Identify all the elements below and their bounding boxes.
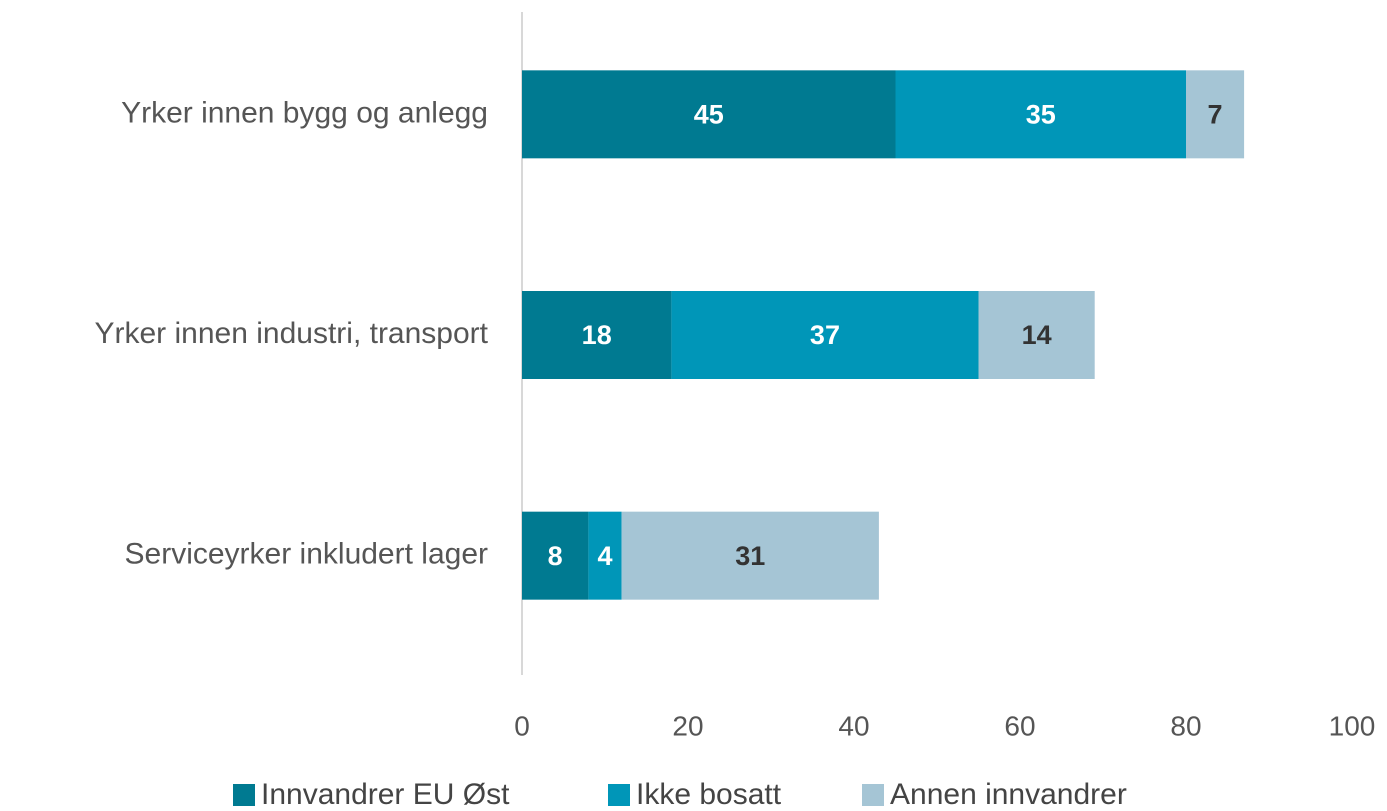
data-label: 37	[810, 320, 840, 350]
x-tick-label: 20	[672, 710, 703, 741]
data-label: 31	[735, 541, 765, 571]
bar-segment	[978, 291, 1095, 379]
x-tick-label: 40	[838, 710, 869, 741]
category-label: Yrker innen industri, transport	[94, 317, 488, 350]
x-tick-label: 80	[1170, 710, 1201, 741]
data-label: 4	[597, 541, 612, 571]
bar-segment	[522, 291, 672, 379]
data-label: 18	[582, 320, 612, 350]
legend-swatch	[233, 784, 255, 806]
bar-segment	[588, 511, 622, 600]
x-tick-label: 60	[1004, 710, 1035, 741]
category-label: Yrker innen bygg og anlegg	[121, 96, 488, 129]
data-label: 35	[1026, 99, 1056, 129]
legend-label: Annen innvandrer	[890, 778, 1127, 811]
data-label: 45	[694, 99, 724, 129]
data-label: 8	[548, 541, 563, 571]
bar-segment	[1186, 70, 1245, 159]
bar-segment	[671, 291, 979, 379]
bar-segment	[895, 70, 1186, 159]
x-tick-label: 0	[514, 710, 530, 741]
data-label: 14	[1022, 320, 1052, 350]
legend-swatch	[608, 784, 630, 806]
legend-label: Innvandrer EU Øst	[261, 778, 510, 811]
category-label: Serviceyrker inkludert lager	[125, 538, 488, 571]
bar-segment	[621, 511, 879, 600]
legend-label: Ikke bosatt	[636, 778, 782, 811]
data-label: 7	[1208, 99, 1223, 129]
legend-swatch	[862, 784, 884, 806]
bar-segment	[522, 70, 896, 159]
x-tick-label: 100	[1329, 710, 1376, 741]
bar-segment	[522, 511, 589, 600]
